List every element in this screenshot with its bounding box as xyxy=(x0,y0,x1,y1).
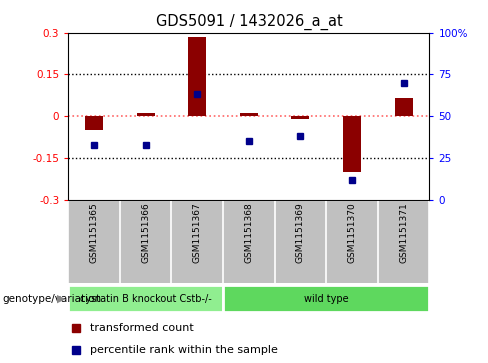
Text: GSM1151366: GSM1151366 xyxy=(141,202,150,263)
Text: transformed count: transformed count xyxy=(90,323,194,333)
Text: ▶: ▶ xyxy=(58,294,66,303)
Text: GSM1151371: GSM1151371 xyxy=(399,202,408,263)
Bar xyxy=(343,116,361,172)
Text: GSM1151367: GSM1151367 xyxy=(193,202,202,263)
Bar xyxy=(137,113,155,116)
Bar xyxy=(85,116,103,130)
Text: wild type: wild type xyxy=(304,294,348,303)
Text: percentile rank within the sample: percentile rank within the sample xyxy=(90,345,278,355)
Text: genotype/variation: genotype/variation xyxy=(2,294,102,303)
FancyBboxPatch shape xyxy=(68,285,223,313)
Text: GSM1151369: GSM1151369 xyxy=(296,202,305,263)
Text: cystatin B knockout Cstb-/-: cystatin B knockout Cstb-/- xyxy=(80,294,212,303)
Text: GSM1151370: GSM1151370 xyxy=(347,202,357,263)
Bar xyxy=(188,37,206,116)
Bar xyxy=(395,98,413,116)
Text: GSM1151368: GSM1151368 xyxy=(244,202,253,263)
Title: GDS5091 / 1432026_a_at: GDS5091 / 1432026_a_at xyxy=(156,14,342,30)
Bar xyxy=(291,116,309,119)
Text: GSM1151365: GSM1151365 xyxy=(90,202,99,263)
Bar xyxy=(240,113,258,116)
FancyBboxPatch shape xyxy=(223,285,429,313)
